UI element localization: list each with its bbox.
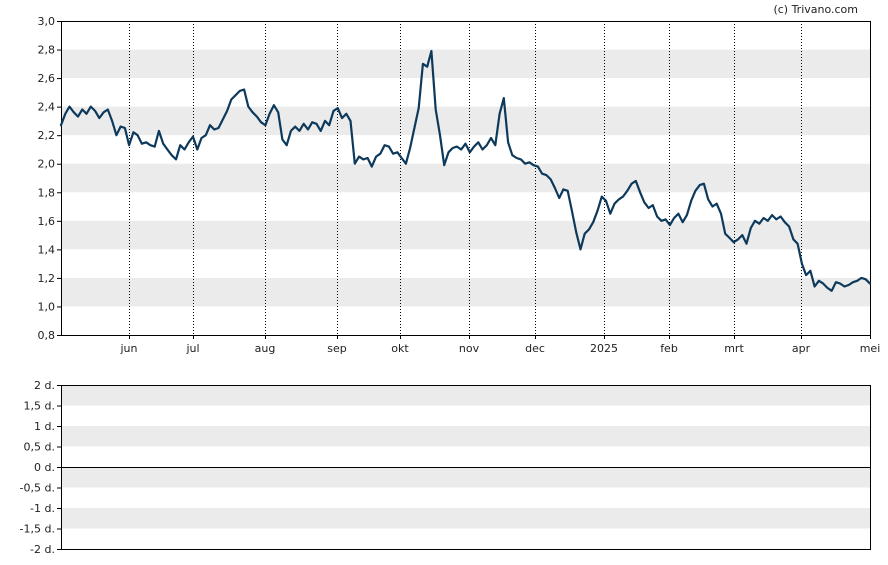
price-chart-band (61, 277, 870, 307)
y-tick-label: 2,4 (38, 101, 56, 114)
price-chart-border (61, 21, 871, 336)
x-tick-label: dec (525, 342, 545, 355)
y-tick-label: 1,8 (38, 186, 56, 199)
y-tick-label: -1,5 d. (20, 523, 55, 536)
x-tick-label: mei (860, 342, 881, 355)
y-tick-label: 0,8 (38, 329, 56, 342)
days-chart-band (61, 426, 870, 447)
price-chart-band (61, 220, 870, 250)
x-tick-label: okt (391, 342, 409, 355)
y-tick-label: 0 d. (34, 461, 55, 474)
y-tick-label: 1,2 (38, 272, 56, 285)
y-tick-label: 2,0 (38, 158, 56, 171)
y-tick-label: 3,0 (38, 15, 56, 28)
y-tick-label: 0,5 d. (24, 441, 55, 454)
price-chart-bands (61, 49, 870, 307)
price-chart-band (61, 49, 870, 79)
y-tick-label: 1,0 (38, 300, 56, 313)
y-tick-label: 1 d. (34, 420, 55, 433)
price-chart-x-ticks: jun jul aug sep okt nov dec 2025 feb mrt apr mei (120, 335, 881, 355)
y-tick-label: 2 d. (34, 379, 55, 392)
days-chart-frame (61, 385, 871, 550)
x-tick-label: feb (660, 342, 678, 355)
price-chart-frame (61, 21, 871, 336)
x-tick-label: sep (327, 342, 346, 355)
price-chart-band (61, 106, 870, 136)
days-chart-band (61, 508, 870, 529)
days-chart-border (61, 385, 871, 550)
days-chart-band (61, 467, 870, 488)
x-tick-label: aug (255, 342, 276, 355)
y-tick-label: 2,8 (38, 44, 56, 57)
x-tick-label: mrt (724, 342, 744, 355)
x-tick-label: jul (185, 342, 199, 355)
x-tick-label: 2025 (590, 342, 618, 355)
y-tick-label: 1,6 (38, 215, 56, 228)
price-chart-band (61, 163, 870, 193)
days-chart: 2 d. 1,5 d. 1 d. 0,5 d. 0 d. -0,5 d. -1 d. -1,5… (20, 379, 871, 556)
price-chart-series (59, 49, 872, 292)
y-tick-label: -0,5 d. (20, 482, 55, 495)
days-chart-y-ticks: 2 d. 1,5 d. 1 d. 0,5 d. 0 d. -0,5 d. -1 d. -1,5… (20, 379, 61, 556)
price-chart-y-ticks: 3,0 2,8 2,6 2,4 2,2 2,0 1,8 1,6 1,4 1,2 1,0 0,8 (38, 15, 61, 342)
days-chart-bands (61, 385, 870, 529)
x-tick-label: jun (120, 342, 138, 355)
price-chart-vertical-grid (129, 21, 802, 335)
price-line (59, 49, 872, 292)
y-tick-label: 1,5 d. (24, 400, 55, 413)
price-chart: 3,0 2,8 2,6 2,4 2,2 2,0 1,8 1,6 1,4 1,2 1,0 0,8 jun… (38, 15, 881, 355)
y-tick-label: -1 d. (30, 502, 55, 515)
y-tick-label: -2 d. (30, 543, 55, 556)
days-chart-band (61, 385, 870, 406)
x-tick-label: nov (459, 342, 480, 355)
y-tick-label: 2,6 (38, 72, 56, 85)
y-tick-label: 1,4 (38, 243, 56, 256)
x-tick-label: apr (792, 342, 811, 355)
y-tick-label: 2,2 (38, 129, 56, 142)
credit-label: (c) Trivano.com (773, 3, 858, 16)
